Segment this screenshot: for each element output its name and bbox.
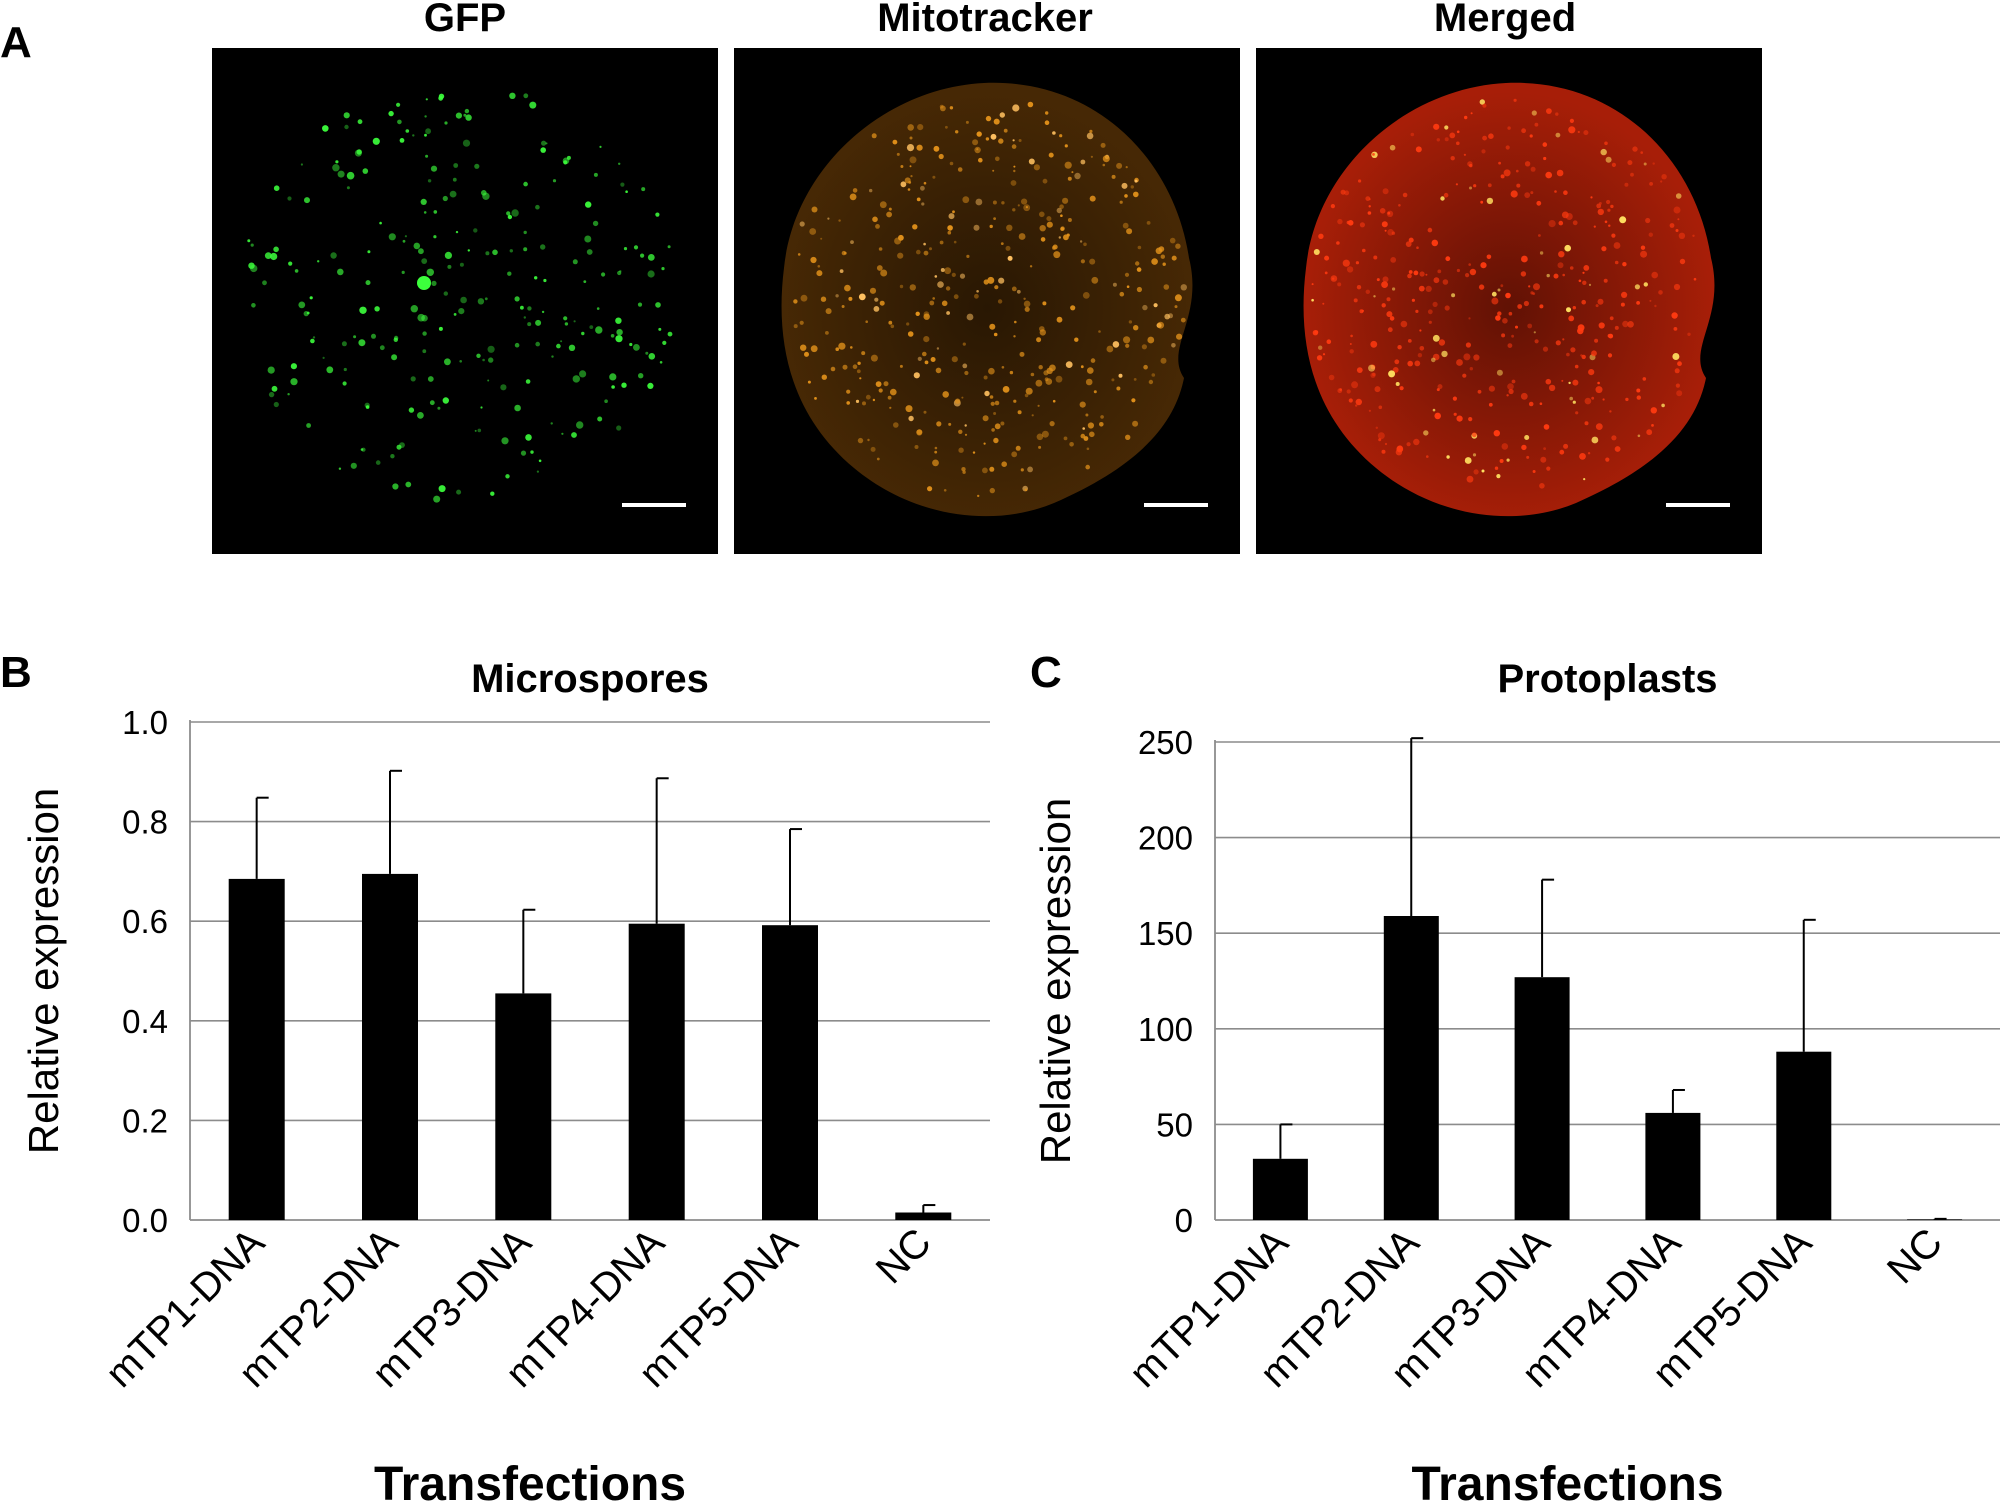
x-axis-label: Transfections	[374, 1458, 686, 1507]
mitotracker-image	[734, 48, 1240, 554]
cell-body	[781, 82, 1193, 517]
bar	[1252, 1158, 1308, 1220]
image-title-gfp: GFP	[423, 0, 507, 40]
scale-bar	[622, 503, 686, 507]
bar	[1383, 916, 1439, 1220]
panel-label-a: A	[0, 18, 32, 67]
x-axis-label: Transfections	[1411, 1458, 1723, 1507]
scale-bar	[1666, 503, 1730, 507]
y-tick-label: 0.0	[122, 1202, 168, 1239]
cell-body	[1303, 82, 1715, 517]
panel-label-b: B	[0, 648, 32, 697]
bar	[1514, 977, 1570, 1220]
merged-image	[1256, 48, 1762, 554]
chart-title: Microspores	[471, 657, 709, 701]
y-tick-label: 0	[1175, 1202, 1193, 1239]
bar	[762, 925, 818, 1220]
chart-microspores: 0.00.20.40.60.81.0mTP1-DNAmTP2-DNAmTP3-D…	[20, 657, 990, 1507]
bar	[362, 873, 418, 1220]
y-tick-label: 200	[1138, 820, 1193, 857]
y-tick-label: 0.2	[122, 1102, 168, 1139]
y-axis-label: Relative expression	[20, 788, 67, 1155]
y-tick-label: 250	[1138, 724, 1193, 761]
y-tick-label: 50	[1156, 1106, 1193, 1143]
scale-bar	[1144, 503, 1208, 507]
y-tick-label: 0.8	[122, 804, 168, 841]
panel-label-c: C	[1030, 648, 1062, 697]
y-tick-label: 150	[1138, 915, 1193, 952]
bar	[1776, 1051, 1832, 1220]
bar	[628, 923, 685, 1220]
chart-protoplasts: 050100150200250mTP1-DNAmTP2-DNAmTP3-DNAm…	[1032, 657, 2000, 1507]
y-tick-label: 1.0	[122, 704, 168, 741]
bar	[228, 878, 285, 1220]
image-title-mitotracker: Mitotracker	[877, 0, 1093, 40]
bar	[1645, 1112, 1701, 1220]
image-title-merged: Merged	[1433, 0, 1577, 40]
chart-title: Protoplasts	[1497, 657, 1717, 701]
y-axis-label: Relative expression	[1032, 798, 1079, 1165]
y-tick-label: 0.4	[122, 1003, 168, 1040]
y-tick-label: 100	[1138, 1011, 1193, 1048]
bar	[495, 993, 552, 1220]
y-tick-label: 0.6	[122, 903, 168, 940]
x-tick-label: NC	[1879, 1220, 1951, 1292]
bar	[895, 1212, 952, 1220]
gfp-image	[212, 48, 718, 554]
x-tick-label: NC	[868, 1220, 940, 1292]
